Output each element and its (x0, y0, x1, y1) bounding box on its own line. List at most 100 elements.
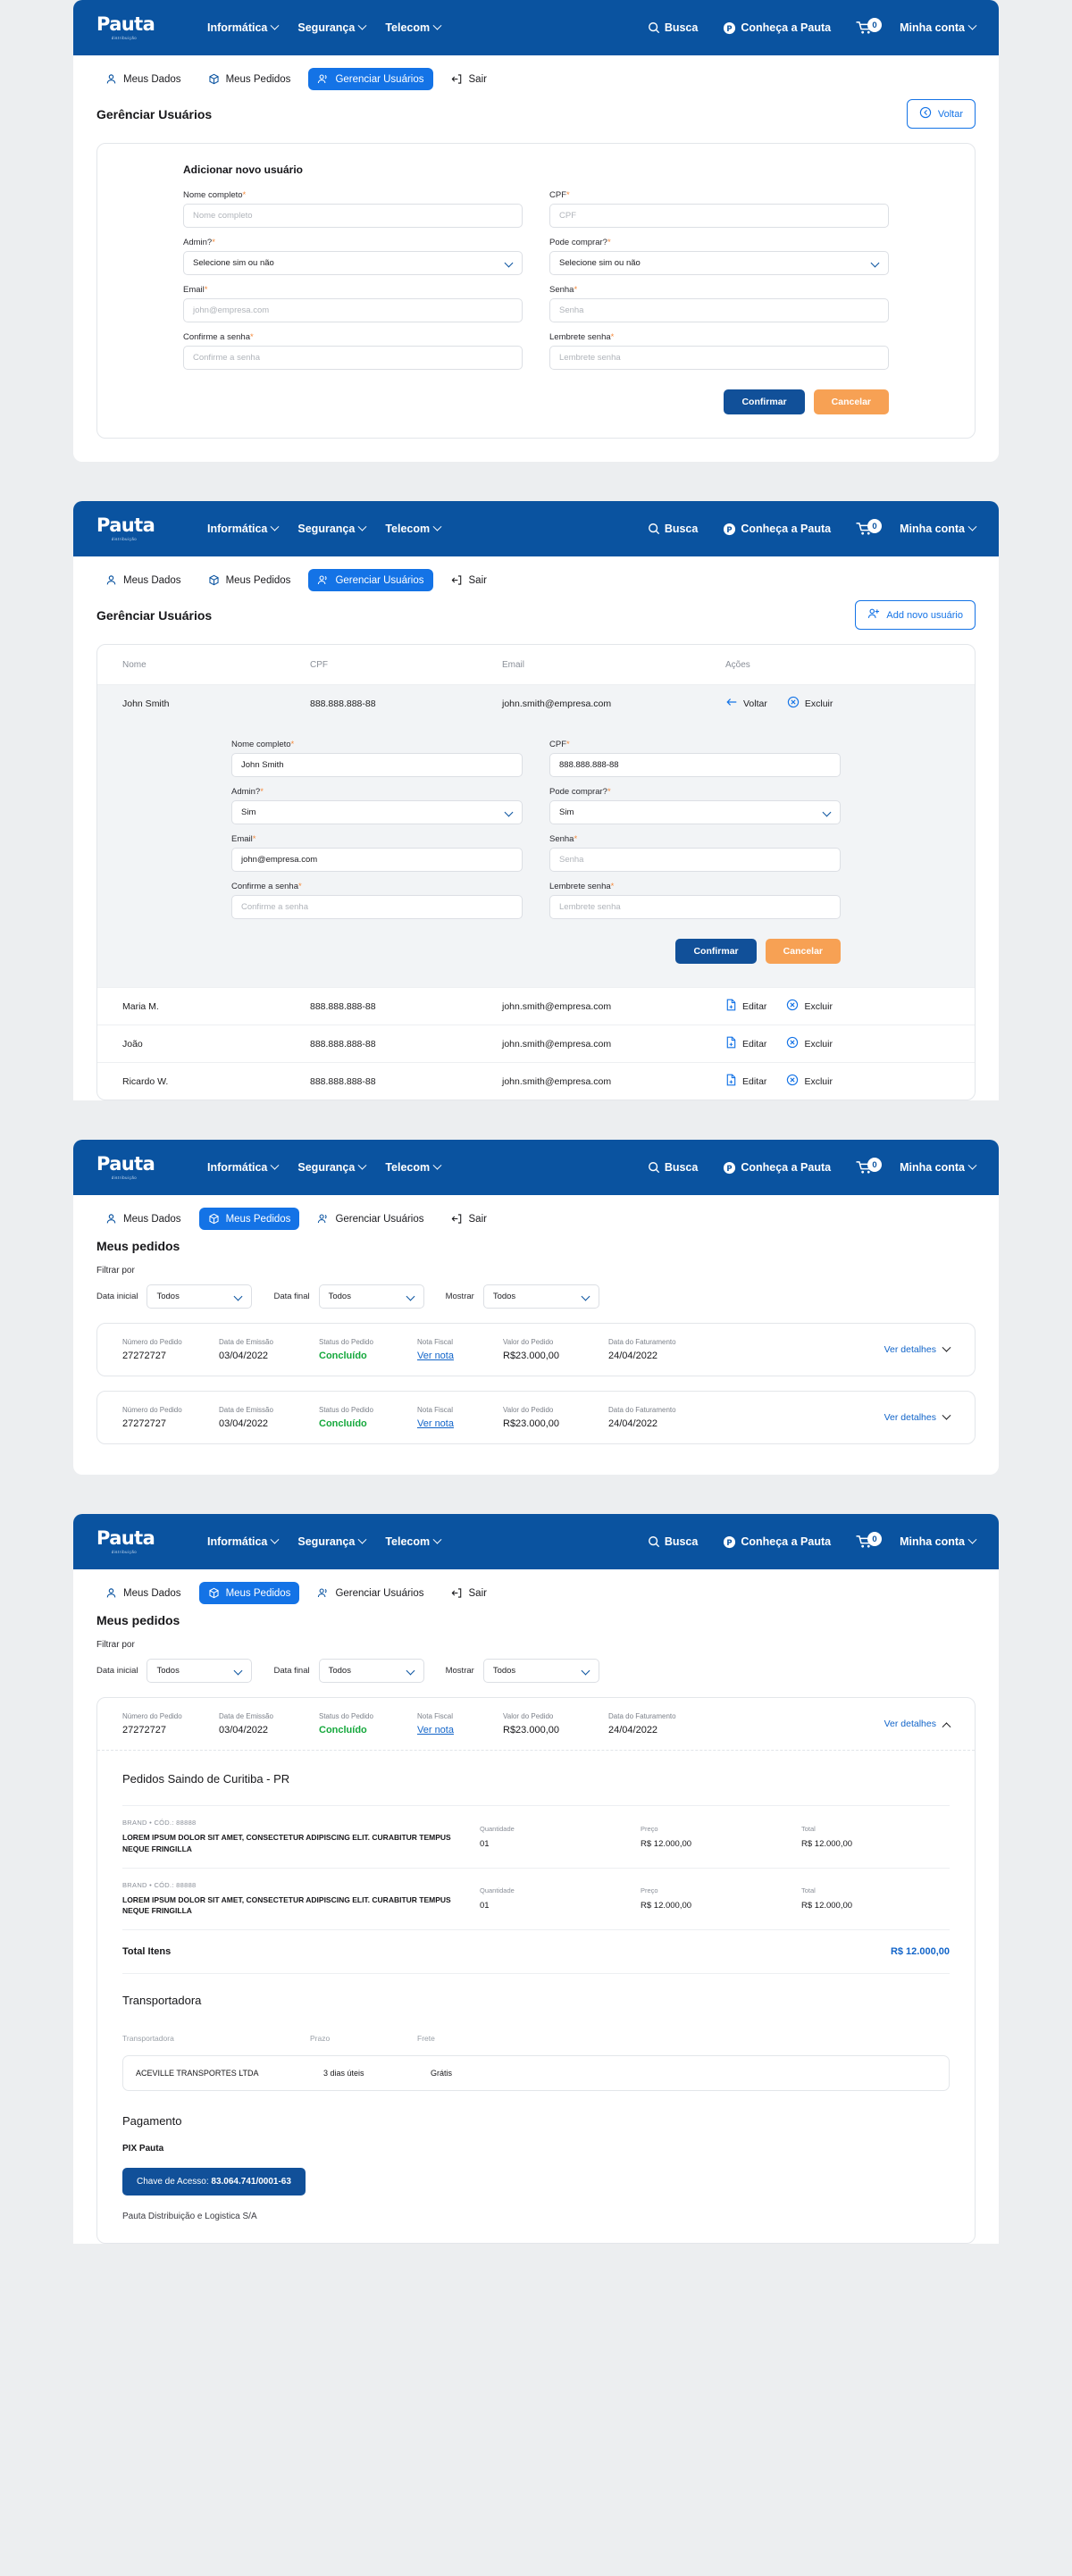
about-pauta-button[interactable]: P Conheça a Pauta (723, 1161, 831, 1175)
data-inicial-select[interactable]: Todos (147, 1659, 253, 1683)
view-invoice-link[interactable]: Ver nota (417, 1725, 454, 1735)
sidebar-item-gerenciar-usuarios[interactable]: Gerenciar Usuários (308, 1582, 432, 1604)
pix-key-button[interactable]: Chave de Acesso: 83.064.741/0001-63 (122, 2168, 306, 2195)
search-button[interactable]: Busca (648, 523, 698, 535)
view-details-toggle[interactable]: Ver detalhes (884, 1342, 951, 1355)
table-row[interactable]: João 888.888.888-88 john.smith@empresa.c… (97, 1025, 975, 1062)
lembrete-senha-input[interactable]: Lembrete senha (549, 895, 841, 919)
pode-comprar-select[interactable]: Selecione sim ou não (549, 251, 889, 275)
view-invoice-link[interactable]: Ver nota (417, 1351, 454, 1361)
admin-select[interactable]: Selecione sim ou não (183, 251, 523, 275)
nav-item-informatica[interactable]: Informática (207, 21, 280, 34)
confirme-senha-input[interactable]: Confirme a senha (183, 346, 523, 370)
data-inicial-select[interactable]: Todos (147, 1284, 253, 1309)
view-details-toggle[interactable]: Ver detalhes (884, 1410, 951, 1423)
search-button[interactable]: Busca (648, 1535, 698, 1548)
nav-item-seguranca[interactable]: Segurança (297, 21, 367, 34)
table-row[interactable]: Ricardo W. 888.888.888-88 john.smith@emp… (97, 1062, 975, 1100)
row-edit-button[interactable]: Editar (725, 1036, 766, 1051)
sidebar-item-meus-dados[interactable]: Meus Dados (96, 569, 190, 591)
table-row[interactable]: John Smith 888.888.888-88 john.smith@emp… (97, 684, 975, 722)
account-menu[interactable]: Minha conta (900, 1160, 977, 1174)
row-delete-button[interactable]: Excluir (787, 696, 833, 711)
sidebar-item-meus-dados[interactable]: Meus Dados (96, 1582, 190, 1604)
label-data-final: Data final (273, 1666, 310, 1676)
cancel-button[interactable]: Cancelar (813, 389, 889, 414)
row-back-button[interactable]: Voltar (725, 696, 767, 711)
row-edit-button[interactable]: Editar (725, 999, 766, 1014)
nav-item-seguranca[interactable]: Segurança (297, 1535, 367, 1548)
cpf-input[interactable]: 888.888.888-88 (549, 753, 841, 777)
nav-item-telecom[interactable]: Telecom (385, 522, 442, 535)
brand-logo[interactable]: Pauta distribuição (96, 13, 166, 43)
sidebar-item-meus-pedidos[interactable]: Meus Pedidos (199, 569, 300, 591)
add-user-button[interactable]: Add novo usuário (855, 600, 976, 630)
nome-completo-input[interactable]: Nome completo (183, 204, 523, 228)
sidebar-item-meus-pedidos[interactable]: Meus Pedidos (199, 68, 300, 90)
sidebar-item-gerenciar-usuarios[interactable]: Gerenciar Usuários (308, 68, 433, 90)
nav-item-seguranca[interactable]: Segurança (297, 522, 367, 535)
row-delete-button[interactable]: Excluir (786, 999, 833, 1014)
data-final-select[interactable]: Todos (318, 1284, 424, 1309)
lembrete-senha-input[interactable]: Lembrete senha (549, 346, 889, 370)
pode-comprar-select[interactable]: Sim (549, 800, 841, 824)
about-pauta-button[interactable]: P Conheça a Pauta (723, 523, 831, 536)
mostrar-select[interactable]: Todos (482, 1284, 599, 1309)
brand-logo[interactable]: Pauta distribuição (96, 1152, 166, 1183)
mostrar-select[interactable]: Todos (482, 1659, 599, 1683)
search-button[interactable]: Busca (648, 1161, 698, 1174)
search-button[interactable]: Busca (648, 21, 698, 34)
sidebar-item-gerenciar-usuarios[interactable]: Gerenciar Usuários (308, 569, 433, 591)
confirme-senha-input[interactable]: Confirme a senha (231, 895, 523, 919)
sidebar-item-meus-pedidos[interactable]: Meus Pedidos (198, 1582, 300, 1604)
sidebar-item-meus-dados[interactable]: Meus Dados (96, 68, 190, 90)
account-menu[interactable]: Minha conta (900, 522, 977, 535)
arrow-left-icon (725, 696, 738, 711)
senha-input[interactable]: Senha (549, 848, 841, 872)
nav-item-telecom[interactable]: Telecom (385, 21, 442, 34)
confirm-button[interactable]: Confirmar (724, 389, 805, 414)
view-invoice-link[interactable]: Ver nota (417, 1418, 454, 1429)
nav-item-seguranca[interactable]: Segurança (297, 1160, 367, 1174)
row-delete-button[interactable]: Excluir (786, 1036, 833, 1051)
about-pauta-button[interactable]: P Conheça a Pauta (723, 21, 831, 35)
email-input[interactable]: john@empresa.com (231, 848, 523, 872)
nome-completo-input[interactable]: John Smith (231, 753, 523, 777)
nav-item-telecom[interactable]: Telecom (385, 1160, 442, 1174)
nav-item-informatica[interactable]: Informática (207, 1535, 280, 1548)
senha-input[interactable]: Senha (549, 298, 889, 322)
nav-item-informatica[interactable]: Informática (207, 522, 280, 535)
confirm-button[interactable]: Confirmar (675, 939, 757, 964)
cart-button[interactable]: 0 (856, 18, 883, 35)
cart-button[interactable]: 0 (856, 519, 883, 536)
cpf-input[interactable]: CPF (549, 204, 889, 228)
cancel-button[interactable]: Cancelar (765, 939, 841, 964)
account-menu[interactable]: Minha conta (900, 21, 977, 34)
table-row[interactable]: Maria M. 888.888.888-88 john.smith@empre… (97, 987, 975, 1025)
row-edit-button[interactable]: Editar (725, 1074, 766, 1089)
about-pauta-button[interactable]: P Conheça a Pauta (723, 1535, 831, 1549)
nav-item-informatica[interactable]: Informática (207, 1160, 280, 1174)
data-final-select[interactable]: Todos (318, 1659, 424, 1683)
back-button[interactable]: Voltar (906, 99, 976, 129)
email-input[interactable]: john@empresa.com (183, 298, 523, 322)
admin-select[interactable]: Sim (231, 800, 523, 824)
sidebar-item-meus-dados[interactable]: Meus Dados (96, 1208, 190, 1230)
sidebar-item-sair[interactable]: Sair (442, 68, 496, 90)
view-details-toggle[interactable]: Ver detalhes (884, 1719, 951, 1731)
cart-button[interactable]: 0 (856, 1532, 883, 1549)
sidebar-item-sair[interactable]: Sair (442, 569, 496, 591)
cart-button[interactable]: 0 (856, 1158, 883, 1175)
field-pode-comprar: Pode comprar?* Sim (549, 787, 841, 824)
nav-item-telecom[interactable]: Telecom (385, 1535, 442, 1548)
sidebar-item-sair[interactable]: Sair (442, 1582, 496, 1604)
svg-text:P: P (727, 23, 733, 32)
brand-logo[interactable]: Pauta distribuição (96, 1526, 166, 1557)
brand-logo[interactable]: Pauta distribuição (96, 514, 166, 544)
sidebar-item-gerenciar-usuarios[interactable]: Gerenciar Usuários (308, 1208, 432, 1230)
account-menu[interactable]: Minha conta (900, 1535, 977, 1548)
row-delete-button[interactable]: Excluir (786, 1074, 833, 1089)
edit-user-form: Nome completo* John Smith CPF* 888.888.8… (97, 722, 975, 987)
sidebar-item-meus-pedidos[interactable]: Meus Pedidos (198, 1208, 300, 1230)
sidebar-item-sair[interactable]: Sair (442, 1208, 496, 1230)
